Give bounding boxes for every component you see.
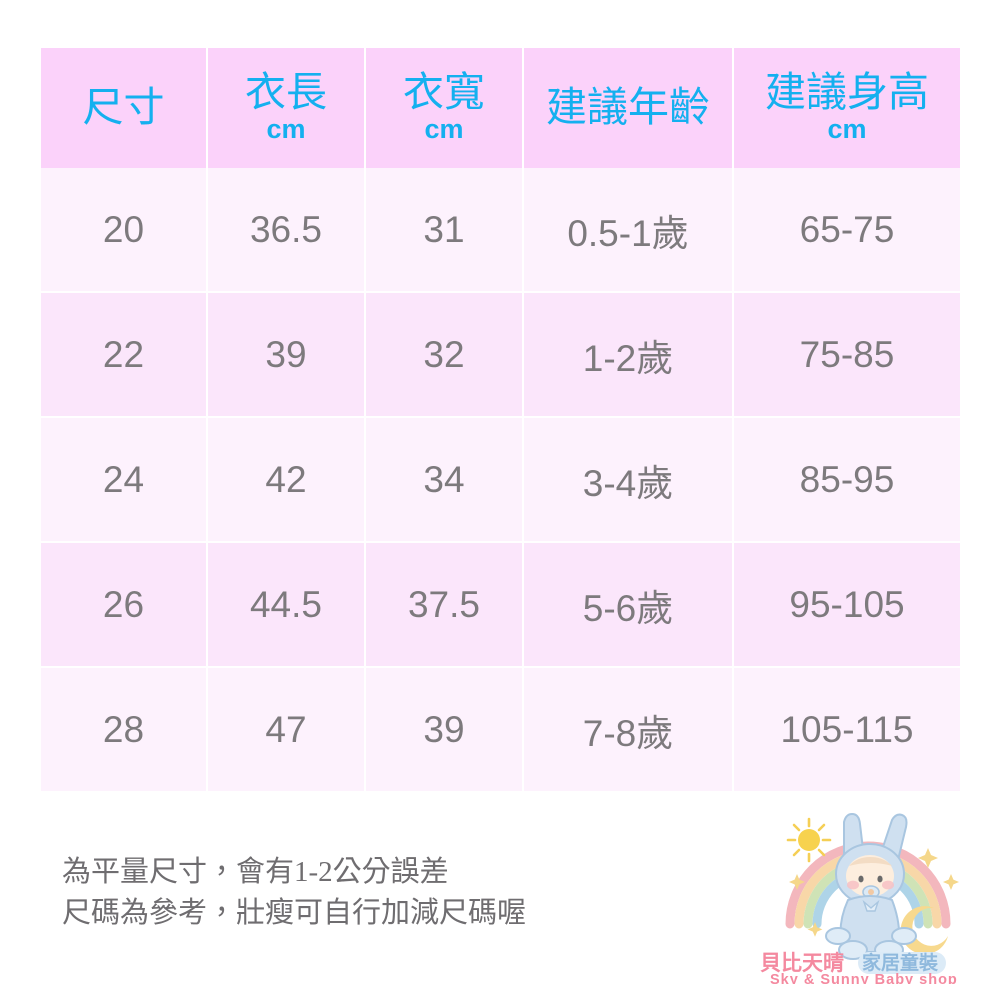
note-line-1: 為平量尺寸，會有1-2公分誤差 [62,856,449,888]
table-body: 20 36.5 31 0.5-1歲 65-75 22 39 32 1-2歲 75… [41,168,960,791]
cell-size: 22 [41,292,208,418]
measurement-notes: 為平量尺寸，會有1-2公分誤差 尺碼為參考，壯瘦可自行加減尺碼喔 [62,852,526,934]
cell-height: 95-105 [733,542,960,668]
table-row: 28 47 39 7-8歲 105-115 [41,667,960,791]
column-header-length: 衣長 cm [207,48,366,168]
cell-width: 39 [365,667,524,791]
column-header-width-label: 衣寬 [403,69,485,116]
star-icon [789,848,959,937]
column-header-size-label: 尺寸 [82,84,165,131]
cell-size: 28 [41,667,208,791]
cell-width: 34 [365,417,524,543]
cell-age: 7-8歲 [523,667,734,791]
cell-width: 32 [365,292,524,418]
column-header-width-unit: cm [424,114,464,145]
table-row: 20 36.5 31 0.5-1歲 65-75 [41,168,960,293]
cell-age: 5-6歲 [523,542,734,668]
column-header-height: 建議身高 cm [733,48,960,168]
cell-width: 37.5 [365,542,524,668]
size-chart-table: 尺寸 衣長 cm 衣寬 cm 建議年齡 建議身高 cm [41,48,960,791]
cell-length: 36.5 [207,168,366,293]
logo-brand-cn-pink: 貝比天晴 [760,951,844,975]
logo-brand-cn-blue: 家居童裝 [858,951,946,974]
cell-length: 42 [207,417,366,543]
sun-icon [786,817,832,863]
cell-age: 1-2歲 [523,292,734,418]
column-header-height-unit: cm [827,114,867,145]
column-header-height-label: 建議身高 [765,69,929,116]
table-header-row: 尺寸 衣長 cm 衣寬 cm 建議年齡 建議身高 cm [41,48,960,168]
cell-size: 24 [41,417,208,543]
cell-height: 105-115 [733,667,960,791]
cell-size: 20 [41,168,208,293]
cell-age: 0.5-1歲 [523,168,734,293]
note-line-2: 尺碼為參考，壯瘦可自行加減尺碼喔 [62,897,527,930]
cell-width: 31 [365,168,524,293]
svg-text:家居童裝: 家居童裝 [862,951,939,974]
brand-logo: 貝比天晴 家居童裝 Sky & Sunny Baby shop [752,812,984,984]
table-header: 尺寸 衣長 cm 衣寬 cm 建議年齡 建議身高 cm [41,48,960,168]
column-header-size: 尺寸 [41,48,208,168]
cell-length: 47 [207,667,366,791]
cell-height: 85-95 [733,417,960,543]
table-row: 22 39 32 1-2歲 75-85 [41,292,960,418]
logo-brand-en: Sky & Sunny Baby shop [770,972,958,984]
column-header-age: 建議年齡 [523,48,734,168]
cell-length: 39 [207,292,366,418]
cell-age: 3-4歲 [523,417,734,543]
column-header-length-label: 衣長 [245,69,327,116]
column-header-age-label: 建議年齡 [546,84,710,131]
cell-size: 26 [41,542,208,668]
table-row: 24 42 34 3-4歲 85-95 [41,417,960,543]
table-row: 26 44.5 37.5 5-6歲 95-105 [41,542,960,668]
cell-length: 44.5 [207,542,366,668]
cell-height: 75-85 [733,292,960,418]
column-header-width: 衣寬 cm [365,48,524,168]
column-header-length-unit: cm [266,114,306,145]
cell-height: 65-75 [733,168,960,293]
